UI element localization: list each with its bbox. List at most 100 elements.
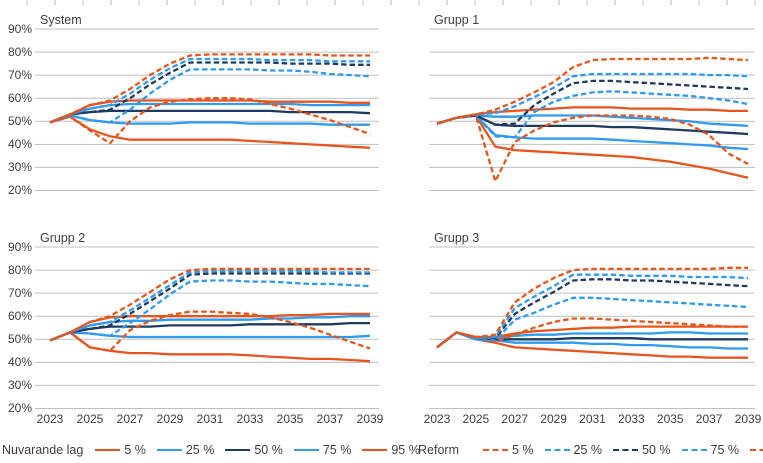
line-grupp-3-reform-25 [436, 296, 749, 349]
x-tick-2025: 2025 [76, 412, 104, 426]
solid-line-swatch-icon [225, 449, 251, 451]
legend-item-nuvarande-lag-5: 5 % [95, 443, 146, 457]
dashed-line-swatch-icon [613, 449, 639, 451]
legend-item-label: 5 % [124, 443, 146, 457]
line-system-nuvarande-lag-95 [49, 99, 370, 124]
solid-line-swatch-icon [156, 449, 182, 451]
line-system-reform-5 [49, 97, 371, 145]
legend-title-reform: Reform [418, 443, 459, 457]
y-tick-90: 90% [7, 22, 32, 36]
top-tick-marks [0, 0, 763, 5]
line-grupp-1-nuvarande-lag-25 [436, 114, 749, 151]
line-grupp-2-reform-25 [49, 279, 371, 342]
legend-item-reform-95: 95 % [750, 443, 763, 457]
y-tick-70: 70% [7, 286, 32, 301]
legend-nuvarande-lag: Nuvarande lag 5 % 25 % 50 % 75 % 95 % [2, 440, 431, 460]
chart-title-grupp3: Grupp 3 [434, 231, 480, 245]
y-tick-20: 20% [7, 401, 32, 416]
x-tick-2031: 2031 [579, 412, 606, 426]
line-grupp-2-reform-95 [49, 267, 370, 342]
legend-item-label: 25 % [573, 443, 603, 457]
line-grupp-3-nuvarande-lag-5 [436, 331, 748, 359]
solid-line-swatch-icon [362, 449, 388, 451]
line-grupp-2-reform-50 [49, 272, 370, 342]
line-grupp-1-reform-25 [436, 90, 749, 139]
y-tick-80: 80% [7, 45, 32, 60]
legend-item-label: 75 % [322, 443, 352, 457]
legend-item-reform-50: 50 % [613, 443, 671, 457]
solid-line-swatch-icon [293, 449, 319, 451]
dashed-line-swatch-icon [681, 449, 707, 451]
line-grupp-2-reform-75 [49, 270, 370, 342]
legend-item-nuvarande-lag-25: 25 % [156, 443, 214, 457]
chart-grupp3-plot [429, 246, 755, 409]
chart-grupp2-plot [35, 246, 379, 409]
x-tick-2027: 2027 [116, 412, 144, 426]
x-tick-2037: 2037 [695, 412, 723, 426]
line-grupp-3-reform-5 [436, 317, 748, 349]
x-tick-2027: 2027 [501, 412, 529, 426]
line-grupp-3-reform-75 [436, 273, 749, 349]
legend-reform: Reform 5 % 25 % 50 % 75 % 95 % [418, 440, 763, 460]
chart-title-grupp2: Grupp 2 [40, 231, 86, 245]
chart-grupp1-plot [429, 28, 755, 191]
y-tick-40: 40% [7, 355, 32, 370]
x-tick-2037: 2037 [316, 412, 344, 426]
dashed-line-swatch-icon [544, 449, 570, 451]
x-tick-2029: 2029 [156, 412, 184, 426]
y-tick-50: 50% [7, 332, 32, 347]
line-grupp-3-nuvarande-lag-95 [436, 325, 748, 349]
line-grupp-1-nuvarande-lag-75 [436, 114, 749, 128]
x-tick-2039: 2039 [356, 412, 384, 426]
dashed-line-swatch-icon [482, 449, 508, 451]
y-tick-40: 40% [7, 137, 32, 152]
solid-line-swatch-icon [95, 449, 121, 451]
legend-item-nuvarande-lag-95: 95 % [362, 443, 420, 457]
line-system-reform-50 [49, 61, 370, 124]
line-system-reform-25 [49, 68, 371, 124]
y-tick-60: 60% [7, 309, 32, 324]
line-grupp-1-reform-5 [436, 114, 749, 183]
chart-title-system: System [40, 13, 82, 27]
y-tick-80: 80% [7, 263, 32, 278]
line-grupp-2-reform-5 [49, 310, 371, 352]
y-tick-50: 50% [7, 114, 32, 129]
line-system-nuvarande-lag-5 [49, 115, 371, 149]
x-tick-2031: 2031 [196, 412, 224, 426]
x-tick-2029: 2029 [540, 412, 567, 426]
x-tick-2025: 2025 [462, 412, 490, 426]
x-tick-2033: 2033 [236, 412, 264, 426]
legend-item-nuvarande-lag-50: 50 % [225, 443, 283, 457]
line-grupp-3-reform-95 [436, 266, 748, 349]
line-grupp-2-nuvarande-lag-95 [49, 312, 370, 342]
legend-item-label: 5 % [511, 443, 534, 457]
y-tick-30: 30% [7, 160, 32, 175]
y-tick-90: 90% [7, 240, 32, 254]
legend-item-label: 95 % [391, 443, 420, 457]
x-tick-2023: 2023 [423, 412, 451, 426]
x-tick-2039: 2039 [734, 412, 762, 426]
y-tick-30: 30% [7, 378, 32, 393]
chart-title-grupp1: Grupp 1 [434, 13, 480, 27]
legend-item-reform-25: 25 % [544, 443, 603, 457]
line-grupp-1-reform-50 [436, 79, 749, 126]
line-grupp-1-reform-75 [436, 72, 749, 125]
legend-item-label: 50 % [642, 443, 671, 457]
y-tick-60: 60% [7, 91, 32, 106]
chart-system-plot [35, 28, 379, 191]
x-tick-2023: 2023 [36, 412, 64, 426]
legend-item-label: 50 % [254, 443, 283, 457]
y-tick-70: 70% [7, 68, 32, 83]
line-grupp-1-nuvarande-lag-5 [436, 114, 749, 179]
legend-title-nuvarande-lag: Nuvarande lag [2, 443, 84, 457]
legend-item-label: 75 % [710, 443, 740, 457]
x-tick-2033: 2033 [618, 412, 645, 426]
y-tick-20: 20% [7, 183, 32, 198]
legend-item-reform-75: 75 % [681, 443, 740, 457]
legend-item-reform-5: 5 % [482, 443, 534, 457]
line-system-reform-75 [49, 57, 370, 124]
x-tick-2035: 2035 [276, 412, 304, 426]
line-grupp-1-reform-95 [436, 56, 749, 125]
legend-item-nuvarande-lag-75: 75 % [293, 443, 352, 457]
